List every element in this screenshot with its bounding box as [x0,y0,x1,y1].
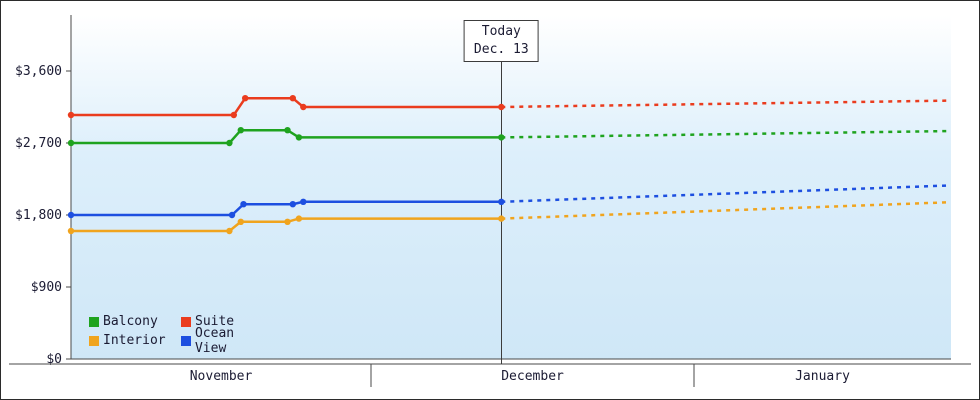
today-annotation-title: Today [481,24,521,39]
legend-item-balcony[interactable]: Balcony [89,314,181,329]
data-point-ocean-view [228,211,236,219]
data-point-interior [295,215,303,222]
data-point-suite [289,95,296,102]
data-point-ocean-view [67,211,75,219]
y-axis-tick-label: $1,800 [15,208,62,223]
data-point-suite [67,111,75,119]
series-line-suite [71,96,502,117]
data-point-balcony [295,134,303,141]
month-label-november: November [190,369,253,384]
legend-swatch-suite [181,316,191,327]
data-point-interior [284,218,291,225]
series-forecast-interior [501,200,952,220]
month-label-january: January [795,369,850,384]
data-point-ocean-view [240,201,247,208]
data-point-balcony [284,127,291,134]
y-axis-tick-label: $3,600 [15,64,62,79]
legend-swatch-interior [89,335,99,346]
legend-swatch-ocean-view [181,335,191,346]
data-point-balcony [498,134,505,141]
data-point-ocean-view [498,198,505,205]
data-point-balcony [67,139,75,147]
series-line-ocean-view [71,200,502,217]
legend-item-ocean-view[interactable]: Ocean View [181,326,273,356]
data-point-ocean-view [289,201,296,208]
data-point-ocean-view [300,198,307,205]
legend-swatch-balcony [89,316,99,327]
legend-label: Ocean View [194,325,235,356]
legend-item-interior[interactable]: Interior [89,333,181,348]
series-line-interior [71,217,502,233]
series-forecast-balcony [501,129,952,139]
data-point-balcony [226,139,233,147]
plot-background [71,15,951,359]
legend: Balcony Suite Interior Ocean View [89,312,273,356]
series-line-balcony [71,128,502,145]
legend-item-suite[interactable]: Suite [181,314,273,329]
today-annotation-date: Dec. 13 [473,42,529,57]
legend-label: Interior [103,333,166,348]
data-point-interior [67,227,75,235]
data-point-balcony [237,127,244,134]
data-point-interior [237,218,244,225]
data-point-suite [230,111,237,119]
y-axis-tick-label: $0 [46,352,62,367]
data-point-suite [300,103,307,111]
y-axis-tick-label: $900 [31,280,62,295]
today-annotation: Today Dec. 13 [463,20,539,62]
legend-label: Suite [195,314,235,329]
data-point-interior [226,227,233,235]
data-point-suite [242,95,249,102]
data-point-suite [498,103,505,111]
series-forecast-ocean-view [501,184,952,204]
series-forecast-suite [501,99,952,109]
y-axis-tick-label: $2,700 [15,136,62,151]
legend-label: Balcony [103,314,158,329]
month-label-december: December [501,369,564,384]
data-point-interior [498,215,505,222]
